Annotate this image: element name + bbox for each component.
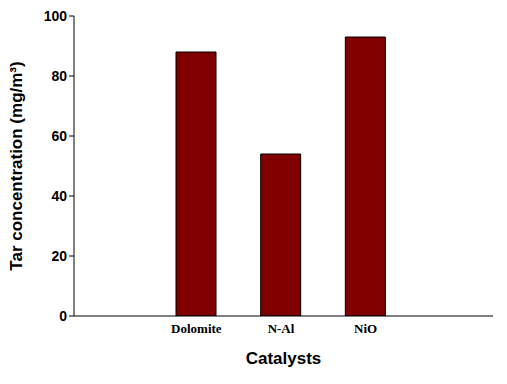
svg-text:N-Al: N-Al [268,321,295,336]
svg-text:Dolomite: Dolomite [171,321,222,336]
svg-text:100: 100 [44,8,68,24]
svg-text:NiO: NiO [354,321,377,336]
svg-text:40: 40 [51,188,67,204]
svg-text:Catalysts: Catalysts [246,349,322,368]
svg-text:0: 0 [59,308,67,324]
svg-text:20: 20 [51,248,67,264]
svg-text:60: 60 [51,128,67,144]
svg-text:Tar concentration (mg/m³): Tar concentration (mg/m³) [8,61,26,270]
svg-text:80: 80 [51,68,67,84]
